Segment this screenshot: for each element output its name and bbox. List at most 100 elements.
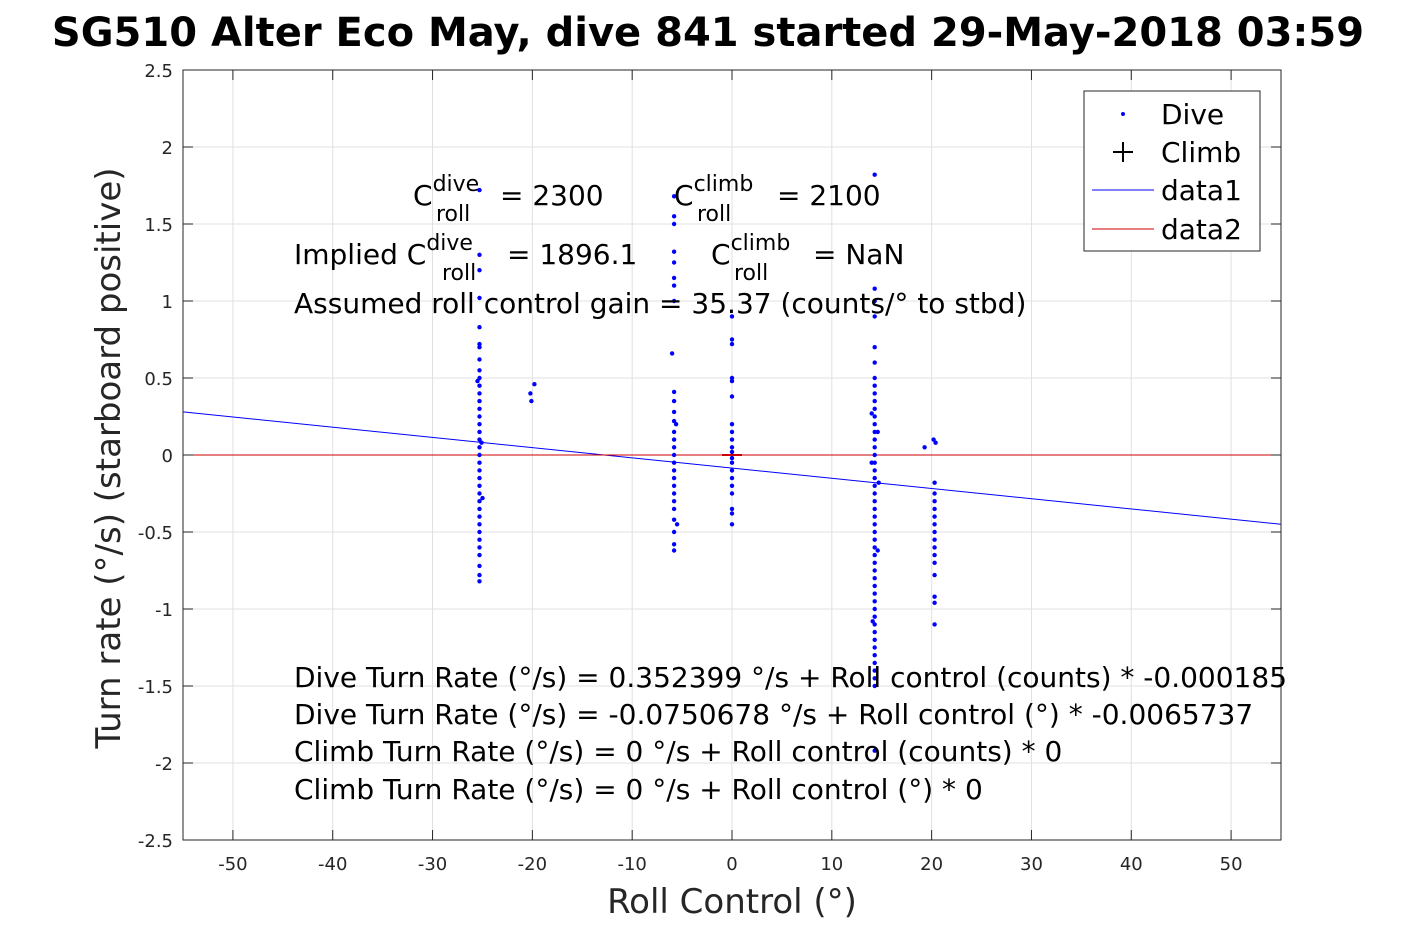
dive-point [671,529,677,535]
dive-point [932,480,937,485]
dive-point [671,283,677,288]
legend-dive-marker [1121,112,1125,116]
dive-point [872,475,877,481]
dive-point [872,391,877,396]
y-tick-label: 0 [162,446,173,467]
equation-dive-counts: Dive Turn Rate (°/s) = 0.352399 °/s + Ro… [294,661,1287,694]
dive-point [872,591,877,596]
implied-climb-sup: climb [731,231,791,256]
dive-point [932,560,937,565]
dive-point [932,499,937,504]
y-tick-label: -0.5 [138,523,173,544]
legend-climb-marker [1113,142,1133,162]
gain-annotation: Assumed roll control gain = 35.37 (count… [294,287,1026,320]
dive-point [671,506,677,512]
dive-point [477,295,482,301]
dive-point [477,268,482,273]
dive-point [872,414,877,419]
dive-point [529,398,534,404]
implied-climb-annotation: Cclimb roll = NaN [711,231,904,286]
c-roll-dive-sup: dive [433,172,480,197]
dive-point [477,391,482,396]
dive-point [673,422,679,427]
implied-dive-sup: dive [426,231,473,256]
dive-point [477,252,482,257]
dive-point [729,483,735,488]
dive-point [875,429,880,435]
ticks [183,69,1281,841]
dive-point [477,499,482,504]
dive-point [932,545,937,550]
dive-point [477,345,482,350]
dive-point [671,298,677,304]
dive-point [729,460,735,465]
dive-point [475,378,480,384]
c-roll-dive-sub: roll [436,202,470,227]
series-line-data1 [182,411,1282,525]
y-tick-label: -1.5 [138,677,173,698]
dive-point [872,637,877,642]
dive-point [872,529,877,535]
dive-point [872,653,877,658]
dive-point [872,568,877,573]
dive-point [872,522,877,527]
dive-point [671,275,677,281]
dive-point [932,622,937,627]
dive-point [671,542,677,547]
dive-point [477,572,482,578]
dive-point [932,529,937,535]
dive-point [872,668,877,673]
dive-point [671,249,677,254]
dive-point [671,452,677,458]
dive-point [869,460,874,465]
dive-point [477,468,482,473]
dive-point [872,560,877,565]
dive-point [932,572,937,578]
dive-point [477,368,482,373]
dive-point [532,382,537,387]
y-tick-label: -2.5 [138,831,173,852]
dive-point [671,214,677,219]
dive-point [870,619,875,624]
dive-point [729,394,735,399]
dive-point [729,475,735,481]
dive-points [475,172,938,753]
dive-point [872,491,877,496]
dive-point [671,260,677,265]
dive-point [872,552,877,558]
dive-point [479,440,484,445]
legend-box [1083,90,1261,252]
legend-dive-label: Dive [1161,98,1224,131]
dive-point [671,221,677,227]
dive-point [729,378,735,384]
legend-data2-label: data2 [1161,213,1242,246]
dive-point [729,422,735,427]
dive-point [671,445,677,450]
dive-point [872,483,877,488]
x-tick-label: -30 [418,854,447,875]
dive-point [876,480,881,485]
implied-climb-sub: roll [734,261,768,286]
dive-point [477,522,482,527]
dive-point [872,683,877,689]
dive-point [477,460,482,465]
y-tick-label: 2.5 [144,61,173,82]
implied-dive-value: = 1896.1 [507,238,637,271]
legend-data1-label: data1 [1161,174,1242,207]
dive-point [872,499,877,504]
x-tick-label: 0 [726,854,737,875]
chart-title: SG510 Alter Eco May, dive 841 started 29… [52,10,1364,56]
dive-point [477,452,482,458]
c-roll-climb-sup: climb [694,172,754,197]
legend-climb-label: Climb [1161,136,1241,169]
x-tick-label: -10 [617,854,646,875]
dive-point [932,594,937,599]
dive-point [869,411,874,416]
dive-point [872,537,877,542]
dive-point [872,422,877,427]
dive-point [932,522,937,527]
dive-point [671,409,677,415]
implied-climb-value: = NaN [813,238,904,271]
dive-point [932,600,937,605]
